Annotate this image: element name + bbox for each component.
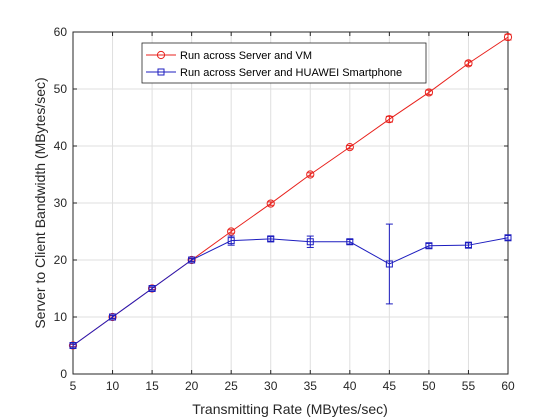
y-tick-label: 50 <box>54 82 68 96</box>
series-line-smartphone <box>72 237 509 346</box>
data-point-vm <box>503 33 513 42</box>
data-point-smartphone <box>504 234 512 242</box>
legend-label-smartphone: Run across Server and HUAWEI Smartphone <box>180 67 402 79</box>
x-tick-label: 15 <box>145 379 159 393</box>
data-point-vm <box>345 143 354 152</box>
y-tick-label: 0 <box>60 367 67 381</box>
data-point-vm <box>424 88 434 97</box>
data-point-vm <box>266 199 275 208</box>
data-point-vm <box>108 312 117 322</box>
x-tick-label: 25 <box>225 379 239 393</box>
data-point-smartphone <box>385 260 393 268</box>
x-tick-label: 45 <box>383 379 397 393</box>
data-point-smartphone <box>109 313 117 321</box>
x-tick-label: 35 <box>304 379 318 393</box>
x-axis-title: Transmitting Rate (MBytes/sec) <box>192 401 388 417</box>
y-tick-label: 10 <box>54 310 68 324</box>
axis-ticks: 5 10 15 20 25 30 35 40 45 50 55 60 0 10 20 30 40 50 60 <box>54 25 515 393</box>
data-point-vm <box>306 170 315 179</box>
data-point-vm <box>227 227 236 236</box>
data-point-vm <box>464 59 473 68</box>
x-tick-label: 55 <box>462 379 476 393</box>
x-tick-label: 30 <box>264 379 278 393</box>
series-group <box>68 33 513 350</box>
legend-marker-smartphone <box>157 68 165 76</box>
data-point-smartphone <box>267 235 275 243</box>
y-tick-label: 20 <box>54 253 68 267</box>
y-tick-label: 60 <box>54 25 68 39</box>
data-point-smartphone <box>227 237 235 245</box>
data-point-smartphone <box>188 256 196 264</box>
y-tick-label: 40 <box>54 139 68 153</box>
x-tick-label: 60 <box>501 379 515 393</box>
x-tick-label: 40 <box>343 379 357 393</box>
data-point-vm <box>385 115 394 124</box>
legend-box <box>141 42 427 84</box>
x-tick-label: 5 <box>70 379 77 393</box>
data-point-vm <box>187 255 196 265</box>
data-point-smartphone <box>306 238 314 246</box>
x-tick-label: 20 <box>185 379 199 393</box>
legend: Run across Server and VM Run across Serv… <box>141 42 427 84</box>
legend-marker-vm <box>156 50 166 60</box>
data-point-smartphone <box>464 241 472 249</box>
data-point-smartphone <box>346 238 354 246</box>
legend-label-vm: Run across Server and VM <box>180 50 312 62</box>
y-axis-title: Server to Client Bandwidth (MBytes/sec) <box>32 77 48 328</box>
data-point-smartphone <box>69 342 77 349</box>
x-tick-label: 10 <box>106 379 120 393</box>
data-point-smartphone <box>148 285 156 292</box>
data-point-vm <box>147 284 157 293</box>
data-point-vm <box>68 341 78 350</box>
y-tick-label: 30 <box>54 196 68 210</box>
x-tick-label: 50 <box>422 379 436 393</box>
data-point-smartphone <box>425 242 433 250</box>
